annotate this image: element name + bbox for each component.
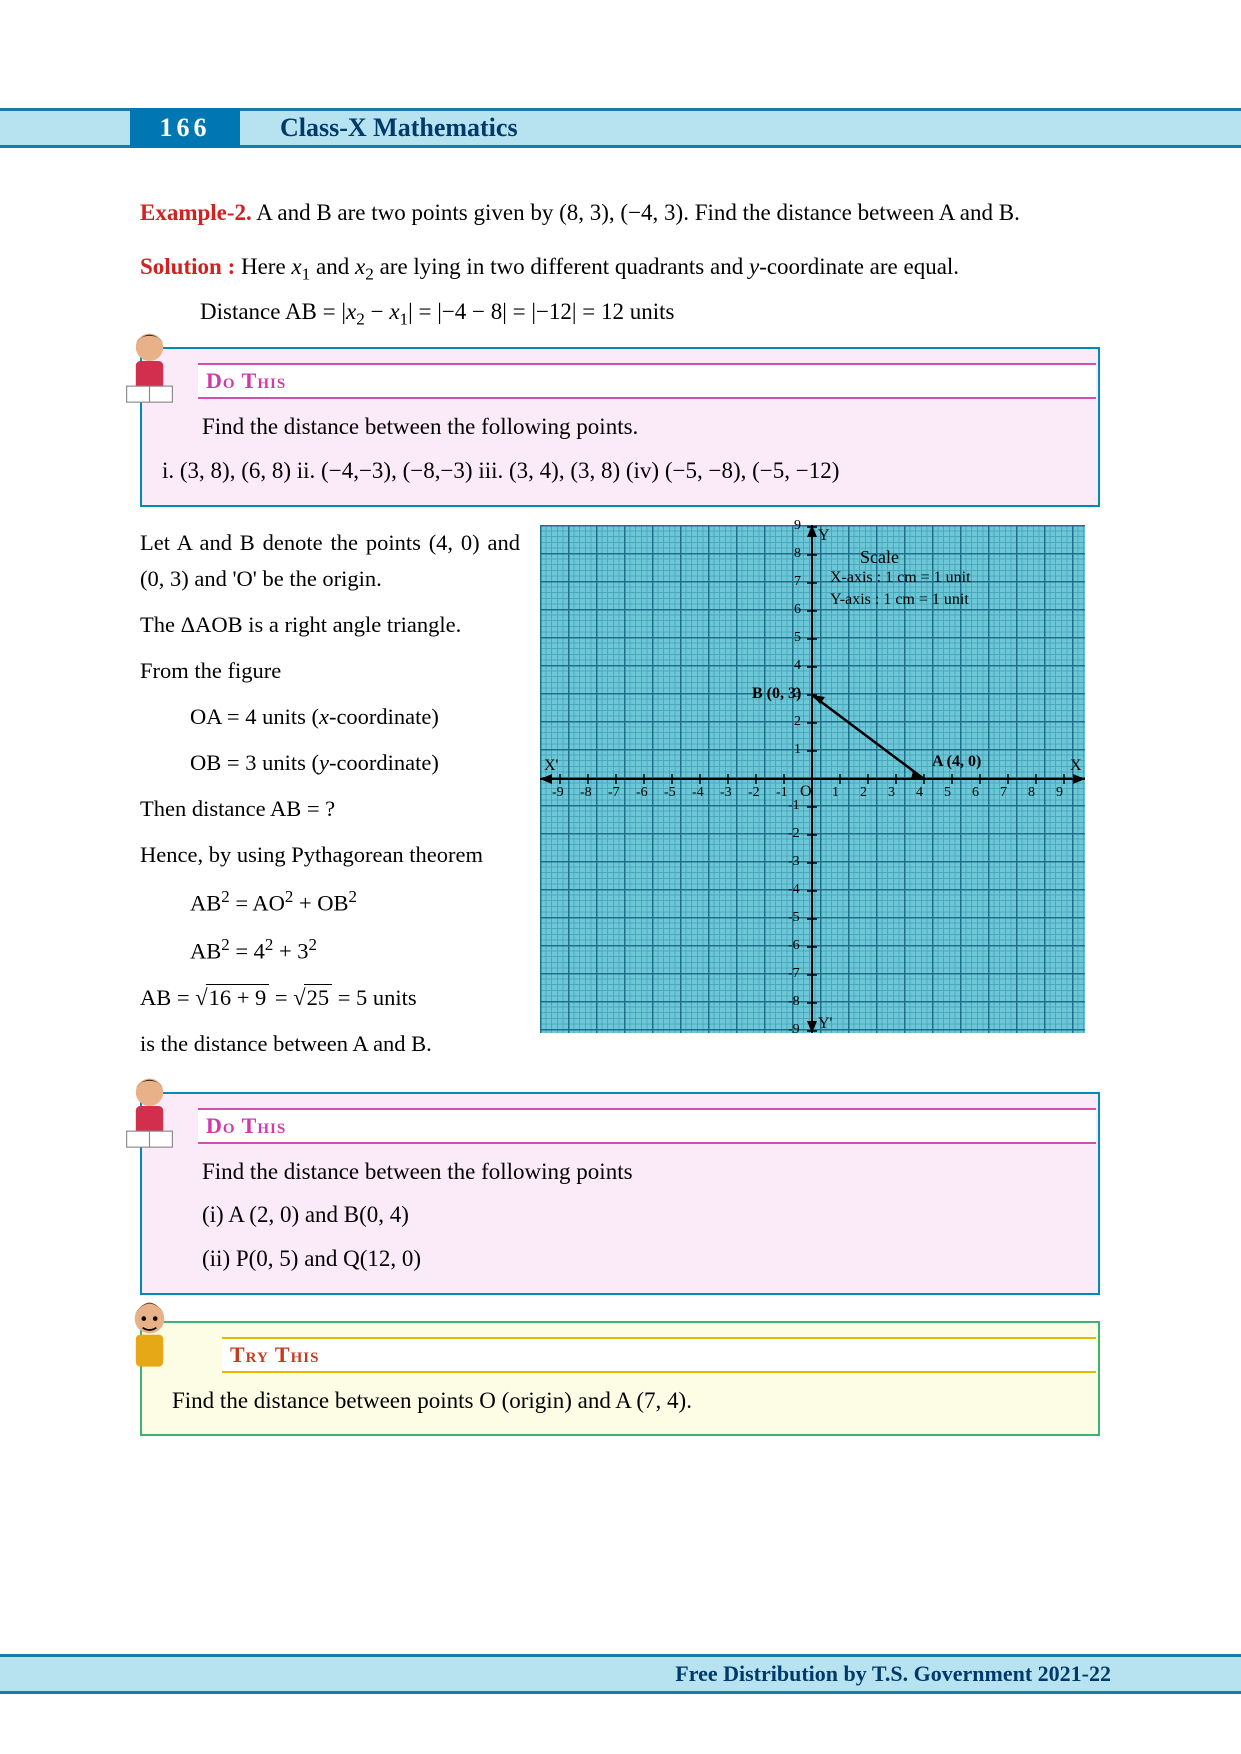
solution-label: Solution : [140, 254, 235, 279]
explain-p4: OA = 4 units (x-coordinate) [190, 699, 520, 735]
eq3-a: 16 + 9 [206, 984, 270, 1010]
example-label: Example-2. [140, 200, 252, 225]
example-text: Example-2. A and B are two points given … [140, 195, 1105, 231]
scale-x: X-axis : 1 cm = 1 unit [830, 569, 971, 587]
do-this-2-prompt: Find the distance between the following … [202, 1154, 1080, 1190]
y-bottom-label: Y' [818, 1015, 832, 1033]
do-this-prompt: Find the distance between the following … [202, 409, 1080, 445]
do-this-box-2: Do This Find the distance between the fo… [140, 1092, 1100, 1295]
point-a-label: A (4, 0) [932, 753, 981, 771]
explain-p8: is the distance between A and B. [140, 1026, 520, 1062]
solution-text1: Here x1 and x2 are lying in two differen… [241, 254, 959, 279]
do-this-2-ii: (ii) P(0, 5) and Q(12, 0) [202, 1241, 1080, 1277]
explain-p3: From the figure [140, 653, 520, 689]
explain-row: Let A and B denote the points (4, 0) and… [140, 525, 1105, 1072]
eq3-b: 25 [304, 984, 333, 1010]
try-this-heading: Try This [222, 1337, 1096, 1373]
point-b-label: B (0, 3) [752, 685, 801, 703]
x-right-label: X [1070, 757, 1082, 775]
explain-eq3: AB = 16 + 9 = 25 = 5 units [140, 980, 520, 1016]
footer-band: Free Distribution by T.S. Government 202… [0, 1654, 1241, 1694]
eq3-pre: AB = [140, 985, 195, 1010]
solution-line1: Solution : Here x1 and x2 are lying in t… [140, 249, 1105, 288]
coordinate-graph: -9-8-7-6-5-4-3-2-1123456789 -9-8-7-6-5-4… [540, 525, 1085, 1033]
explain-p5: OB = 3 units (y-coordinate) [190, 745, 520, 781]
do-this-items: i. (3, 8), (6, 8) ii. (−4,−3), (−8,−3) i… [162, 453, 1080, 489]
boy-icon [112, 1298, 187, 1378]
eq3-post: = 5 units [332, 985, 417, 1010]
page-content: Example-2. A and B are two points given … [140, 195, 1105, 1436]
page-number: 166 [130, 108, 240, 148]
explain-p1: Let A and B denote the points (4, 0) and… [140, 525, 520, 597]
explain-text: Let A and B denote the points (4, 0) and… [140, 525, 520, 1072]
footer-text: Free Distribution by T.S. Government 202… [675, 1661, 1111, 1687]
scale-y: Y-axis : 1 cm = 1 unit [830, 591, 969, 609]
origin-label: O [800, 783, 812, 801]
do-this-heading: Do This [198, 363, 1096, 399]
page-title: Class-X Mathematics [280, 113, 518, 143]
student-icon [112, 329, 187, 409]
explain-p7: Hence, by using Pythagorean theorem [140, 837, 520, 873]
try-this-box: Try This Find the distance between point… [140, 1321, 1100, 1437]
example-body: A and B are two points given by (8, 3), … [256, 200, 1020, 225]
y-top-label: Y [818, 527, 830, 545]
do-this-2-heading: Do This [198, 1108, 1096, 1144]
explain-p2: The ΔAOB is a right angle triangle. [140, 607, 520, 643]
student-icon [112, 1074, 187, 1154]
explain-eq2: AB2 = 42 + 32 [190, 931, 520, 970]
explain-p6: Then distance AB = ? [140, 791, 520, 827]
do-this-2-i: (i) A (2, 0) and B(0, 4) [202, 1197, 1080, 1233]
do-this-box-1: Do This Find the distance between the fo… [140, 347, 1100, 506]
eq3-mid: = [269, 985, 293, 1010]
scale-title: Scale [860, 547, 899, 568]
try-this-prompt: Find the distance between points O (orig… [172, 1383, 1080, 1419]
graph-svg [540, 525, 1085, 1033]
x-left-label: X' [544, 757, 558, 775]
solution-line2: Distance AB = |x2 − x1| = |−4 − 8| = |−1… [200, 294, 1105, 333]
explain-eq1: AB2 = AO2 + OB2 [190, 883, 520, 922]
